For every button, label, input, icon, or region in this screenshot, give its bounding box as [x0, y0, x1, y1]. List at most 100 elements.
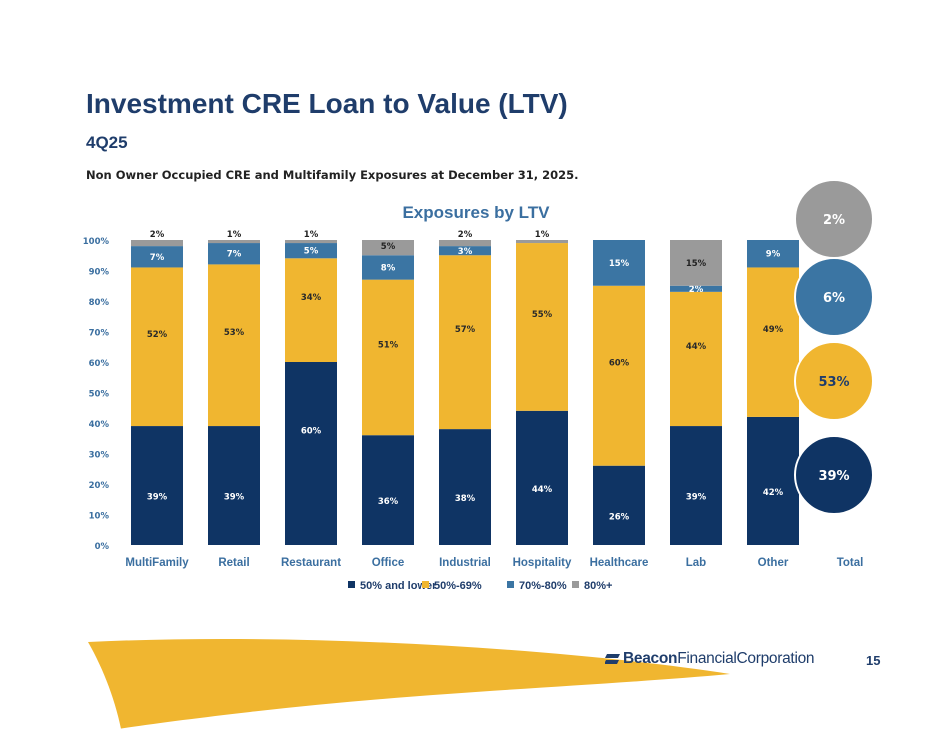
y-tick-label: 90% [89, 268, 110, 278]
bar-data-label: 60% [609, 359, 630, 369]
bar-data-label: 39% [147, 493, 168, 503]
bar-data-label: 8% [381, 263, 396, 273]
bar-data-label: 1% [535, 230, 550, 240]
bar-segment [131, 246, 183, 268]
bar-data-label: 42% [763, 488, 784, 498]
bar-data-label: 49% [763, 325, 784, 335]
bar-data-label: 39% [686, 493, 707, 503]
y-tick-label: 20% [89, 481, 110, 491]
bar-data-label: 2% [150, 230, 165, 240]
bar-data-label: 9% [766, 250, 781, 260]
legend-swatch [507, 581, 514, 588]
total-data-label: 2% [823, 213, 845, 228]
total-data-label: 6% [823, 291, 845, 306]
x-category-label: Restaurant [281, 557, 341, 569]
legend-label: 70%-80% [519, 580, 567, 592]
bar-segment [439, 246, 491, 256]
bar-data-label: 34% [301, 293, 322, 303]
legend-swatch [422, 581, 429, 588]
y-tick-label: 70% [89, 329, 110, 339]
bar-data-label: 26% [609, 512, 630, 522]
bar-data-label: 38% [455, 494, 476, 504]
x-category-label: Total [837, 557, 864, 569]
bar-segment [285, 240, 337, 244]
total-circle-80- [794, 179, 874, 259]
bar-segment [362, 255, 414, 280]
x-category-label: Office [372, 557, 405, 569]
legend-swatch [572, 581, 579, 588]
bar-segment [439, 240, 491, 247]
bar-segment [439, 255, 491, 430]
bar-data-label: 15% [609, 259, 630, 269]
y-tick-label: 30% [89, 451, 110, 461]
y-tick-label: 50% [89, 390, 110, 400]
bar-segment [362, 279, 414, 436]
bar-data-label: 60% [301, 427, 322, 437]
bar-segment [208, 264, 260, 427]
bar-segment [747, 416, 799, 545]
bar-data-label: 5% [304, 247, 319, 257]
beacon-logo-icon [605, 654, 620, 664]
bar-segment [131, 267, 183, 427]
bar-segment [516, 240, 568, 244]
total-data-label: 39% [818, 469, 849, 484]
bar-data-label: 5% [381, 242, 396, 252]
bar-segment [285, 258, 337, 362]
bar-data-label: 36% [378, 497, 399, 507]
company-logo: Beacon FinancialCorporation [605, 650, 815, 668]
bar-segment [285, 243, 337, 259]
bar-segment [670, 240, 722, 286]
bar-segment [670, 291, 722, 427]
bar-segment [516, 410, 568, 545]
y-tick-label: 10% [89, 512, 110, 522]
x-category-label: MultiFamily [125, 557, 189, 569]
x-category-label: Hospitality [513, 557, 572, 569]
bar-segment [131, 426, 183, 545]
period-subtitle: 4Q25 [86, 133, 128, 152]
x-category-label: Industrial [439, 557, 491, 569]
bar-segment [285, 362, 337, 545]
legend-swatch [348, 581, 355, 588]
decorative-swoosh [88, 638, 730, 734]
bar-segment [516, 243, 568, 411]
y-tick-label: 80% [89, 298, 110, 308]
bar-segment [208, 243, 260, 265]
bar-segment [131, 240, 183, 247]
bar-segment [362, 435, 414, 545]
bar-data-label: 52% [147, 330, 168, 340]
bar-data-label: 57% [455, 325, 476, 335]
page-number: 15 [866, 653, 881, 668]
total-circle-50-and-lower [794, 435, 874, 515]
y-tick-label: 60% [89, 359, 110, 369]
bar-segment [208, 240, 260, 244]
ltv-stacked-bar-chart: Exposures by LTV 0% 10% 20% 30% 40% 50% 60% 70% 8… [83, 179, 874, 592]
bar-segment [593, 285, 645, 466]
y-tick-label: 100% [83, 237, 110, 247]
total-data-label: 53% [818, 375, 849, 390]
bar-data-label: 3% [458, 247, 473, 257]
bar-data-label: 39% [224, 493, 245, 503]
total-circle-50-69- [794, 341, 874, 421]
bar-data-label: 1% [227, 230, 242, 240]
bar-segment [208, 426, 260, 545]
x-category-label: Retail [218, 557, 249, 569]
bar-data-label: 1% [304, 230, 319, 240]
x-category-label: Healthcare [590, 557, 649, 569]
bar-segment [362, 240, 414, 256]
legend-label: 50%-69% [434, 580, 482, 592]
legend-label: 50% and lower [360, 580, 437, 592]
logo-text-bold: Beacon [623, 650, 678, 667]
bar-segment [593, 465, 645, 545]
legend-label: 80%+ [584, 580, 612, 592]
bar-data-label: 55% [532, 310, 553, 320]
bar-segment [747, 240, 799, 268]
y-tick-label: 0% [95, 542, 110, 552]
x-category-label: Other [758, 557, 789, 569]
bar-segment [747, 267, 799, 417]
chart-title: Exposures by LTV [402, 203, 550, 222]
logo-text-light: FinancialCorporation [677, 650, 815, 667]
exposure-caption: Non Owner Occupied CRE and Multifamily E… [86, 168, 579, 182]
y-tick-label: 40% [89, 420, 110, 430]
bar-data-label: 53% [224, 328, 245, 338]
bar-segment [439, 429, 491, 545]
